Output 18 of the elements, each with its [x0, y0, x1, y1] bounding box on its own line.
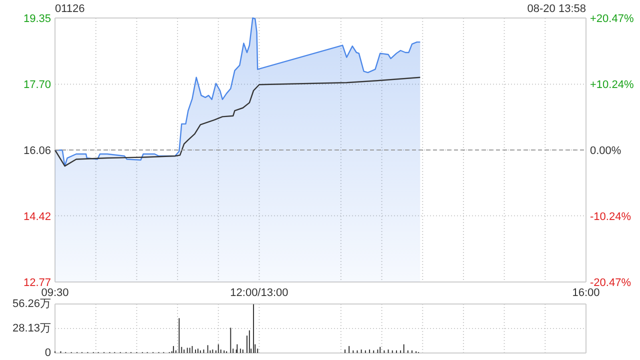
x-tick-label: 09:30 — [41, 287, 69, 299]
x-tick-label: 12:00/13:00 — [230, 287, 288, 299]
x-tick-label: 16:00 — [572, 287, 600, 299]
y-tick-label: 16.06 — [23, 145, 51, 157]
y-tick-label: 14.42 — [23, 210, 51, 223]
y-tick-label: 19.35 — [23, 13, 51, 25]
y-tick-label: 0 — [44, 347, 51, 359]
y-tick-label: 17.70 — [23, 79, 51, 92]
y2-tick-label: -20.47% — [590, 277, 632, 289]
y-tick-label: 12.77 — [23, 277, 51, 289]
chart-title: 01126 — [55, 3, 85, 15]
text: 08-20 13:58 — [527, 3, 586, 15]
y2-tick-label: 0.00% — [590, 145, 622, 157]
y2-tick-label: +20.47% — [590, 13, 634, 25]
y2-tick-label: -10.24% — [590, 211, 632, 224]
y-tick-label: 56.26万 — [12, 298, 51, 310]
y-tick-label: 28.13万 — [12, 322, 51, 334]
y2-tick-label: +10.24% — [590, 78, 634, 91]
